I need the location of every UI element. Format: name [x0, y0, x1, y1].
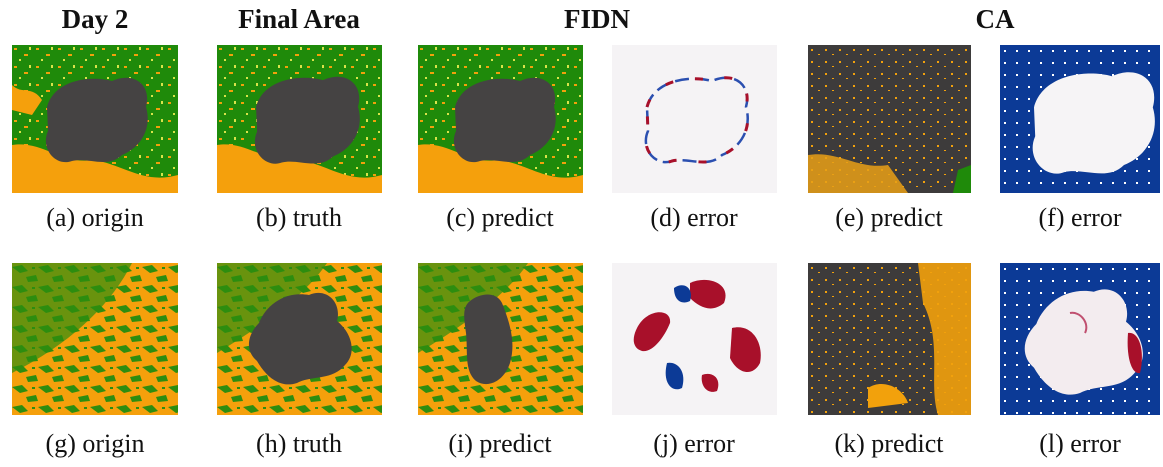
- column-header: Final Area: [238, 4, 360, 34]
- caption: (a) origin: [46, 203, 143, 232]
- panel-image: [418, 263, 583, 415]
- panel-image: [808, 45, 971, 193]
- column-header: FIDN: [564, 4, 630, 34]
- caption: (b) truth: [256, 203, 342, 232]
- headers: Day 2 Final Area FIDN CA: [62, 4, 1015, 34]
- caption: (l) error: [1039, 429, 1121, 458]
- panel-image: [1000, 263, 1160, 415]
- column-header: CA: [976, 4, 1015, 34]
- panel-image: [1000, 45, 1160, 193]
- caption: (k) predict: [834, 429, 944, 458]
- panel-image: [418, 45, 583, 193]
- caption: (c) predict: [446, 203, 554, 232]
- caption: (e) predict: [835, 203, 943, 232]
- column-header: Day 2: [62, 4, 129, 34]
- panel-image: [217, 263, 382, 415]
- caption: (j) error: [653, 429, 735, 458]
- panel-image: [808, 263, 971, 415]
- panel-image: [12, 45, 178, 193]
- caption: (h) truth: [256, 429, 342, 458]
- figure: Day 2 Final Area FIDN CA (a) origin (b: [0, 0, 1163, 467]
- caption: (f) error: [1039, 203, 1122, 232]
- caption: (g) origin: [46, 429, 145, 458]
- caption: (d) error: [650, 203, 738, 232]
- panel-image: [612, 263, 777, 415]
- panel-image: [217, 45, 382, 193]
- caption: (i) predict: [448, 429, 552, 458]
- panel-image: [12, 263, 178, 415]
- panel-image: [612, 45, 777, 193]
